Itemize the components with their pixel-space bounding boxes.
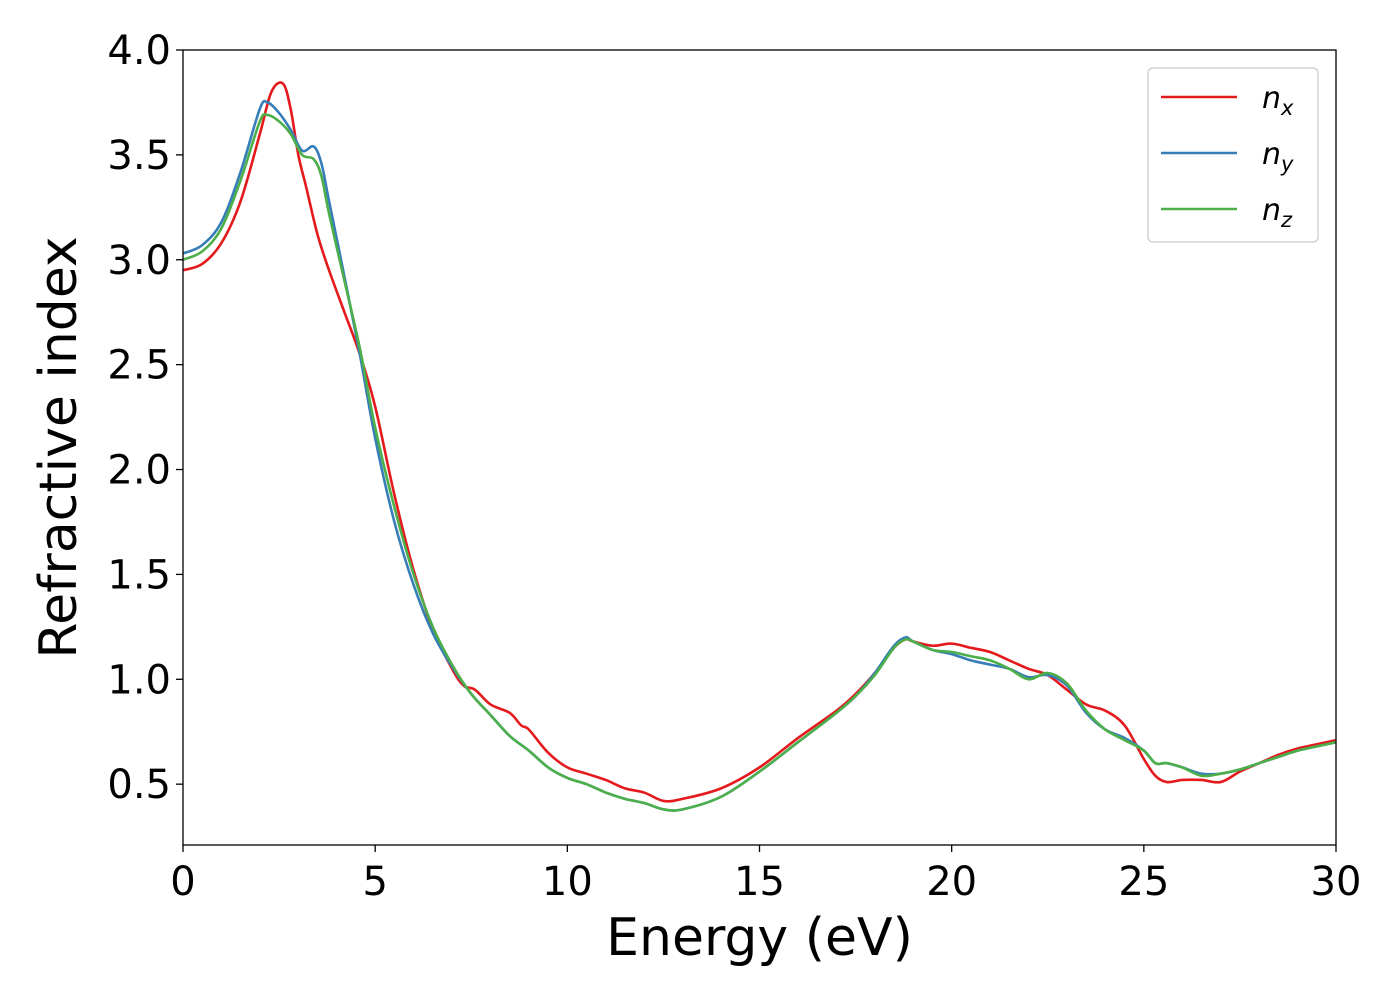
y-tick-label: 0.5 — [107, 762, 171, 808]
legend: nx ny nz — [1147, 67, 1319, 243]
legend-entry-z: nz — [1262, 193, 1293, 232]
y-axis-label: Refractive index — [29, 236, 89, 658]
x-tick-label: 20 — [926, 859, 977, 905]
series-line-x — [182, 81, 1337, 803]
plot-area — [182, 81, 1337, 812]
x-axis-label: Energy (eV) — [606, 908, 913, 968]
legend-entry-x: nx — [1262, 81, 1294, 120]
y-tick-label: 3.0 — [107, 238, 171, 284]
y-tick-label: 2.0 — [107, 448, 171, 494]
legend-entry-y: ny — [1262, 137, 1294, 176]
x-axis: 0 5 10 15 20 25 30 — [170, 845, 1361, 905]
y-tick-label: 1.5 — [107, 552, 171, 598]
series-line-z — [182, 112, 1337, 812]
x-tick-label: 30 — [1311, 859, 1362, 905]
x-tick-label: 10 — [542, 859, 593, 905]
x-tick-label: 5 — [362, 859, 387, 905]
y-tick-label: 4.0 — [107, 28, 171, 74]
y-tick-label: 3.5 — [107, 133, 171, 179]
y-axis: 0.5 1.0 1.5 2.0 2.5 3.0 3.5 4.0 — [107, 28, 183, 808]
y-tick-label: 2.5 — [107, 343, 171, 389]
x-tick-label: 0 — [170, 859, 195, 905]
x-tick-label: 25 — [1118, 859, 1169, 905]
y-tick-label: 1.0 — [107, 657, 171, 703]
x-tick-label: 15 — [734, 859, 785, 905]
legend-box — [1147, 67, 1319, 243]
